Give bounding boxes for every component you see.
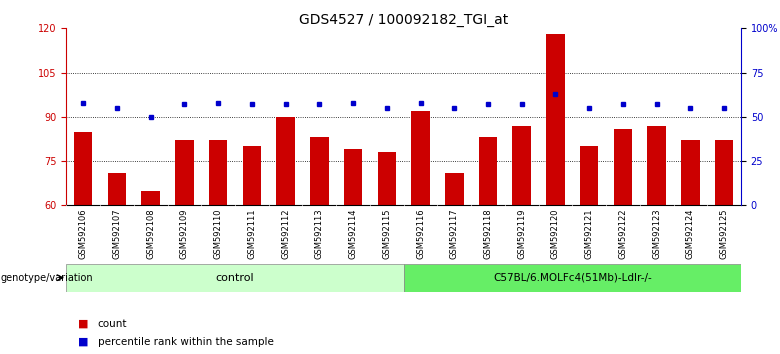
Text: GSM592123: GSM592123 [652, 208, 661, 259]
Text: GSM592109: GSM592109 [180, 208, 189, 259]
Bar [681, 141, 700, 205]
Text: GSM592114: GSM592114 [349, 208, 357, 259]
Text: GSM592120: GSM592120 [551, 208, 560, 259]
Bar [310, 137, 328, 205]
Text: GSM592124: GSM592124 [686, 208, 695, 259]
Bar [344, 149, 363, 205]
Bar [580, 146, 598, 205]
Text: control: control [215, 273, 254, 283]
Bar [512, 126, 531, 205]
Bar [546, 34, 565, 205]
Bar [404, 264, 741, 292]
Bar [714, 141, 733, 205]
Bar [614, 129, 633, 205]
Text: genotype/variation: genotype/variation [1, 273, 94, 283]
Bar [479, 137, 498, 205]
Text: GSM592112: GSM592112 [281, 208, 290, 259]
Text: GSM592108: GSM592108 [146, 208, 155, 259]
Text: GSM592117: GSM592117 [450, 208, 459, 259]
Bar [66, 264, 404, 292]
Bar [243, 146, 261, 205]
Bar [378, 152, 396, 205]
Text: GSM592113: GSM592113 [315, 208, 324, 259]
Text: percentile rank within the sample: percentile rank within the sample [98, 337, 273, 347]
Bar [175, 141, 193, 205]
Bar [74, 132, 93, 205]
Bar [411, 111, 430, 205]
Text: GSM592115: GSM592115 [382, 208, 392, 259]
Bar [141, 190, 160, 205]
Text: GSM592122: GSM592122 [619, 208, 627, 259]
Bar [276, 117, 295, 205]
Text: GSM592118: GSM592118 [484, 208, 492, 259]
Text: GSM592119: GSM592119 [517, 208, 526, 259]
Bar [445, 173, 463, 205]
Bar [108, 173, 126, 205]
Text: GSM592125: GSM592125 [720, 208, 729, 259]
Text: ■: ■ [78, 319, 88, 329]
Text: GSM592116: GSM592116 [416, 208, 425, 259]
Title: GDS4527 / 100092182_TGI_at: GDS4527 / 100092182_TGI_at [299, 13, 509, 27]
Text: GSM592110: GSM592110 [214, 208, 222, 259]
Bar [209, 141, 228, 205]
Text: ■: ■ [78, 337, 88, 347]
Text: count: count [98, 319, 127, 329]
Bar [647, 126, 666, 205]
Text: GSM592111: GSM592111 [247, 208, 257, 259]
Text: GSM592121: GSM592121 [585, 208, 594, 259]
Text: GSM592106: GSM592106 [79, 208, 87, 259]
Text: GSM592107: GSM592107 [112, 208, 122, 259]
Text: C57BL/6.MOLFc4(51Mb)-Ldlr-/-: C57BL/6.MOLFc4(51Mb)-Ldlr-/- [493, 273, 652, 283]
